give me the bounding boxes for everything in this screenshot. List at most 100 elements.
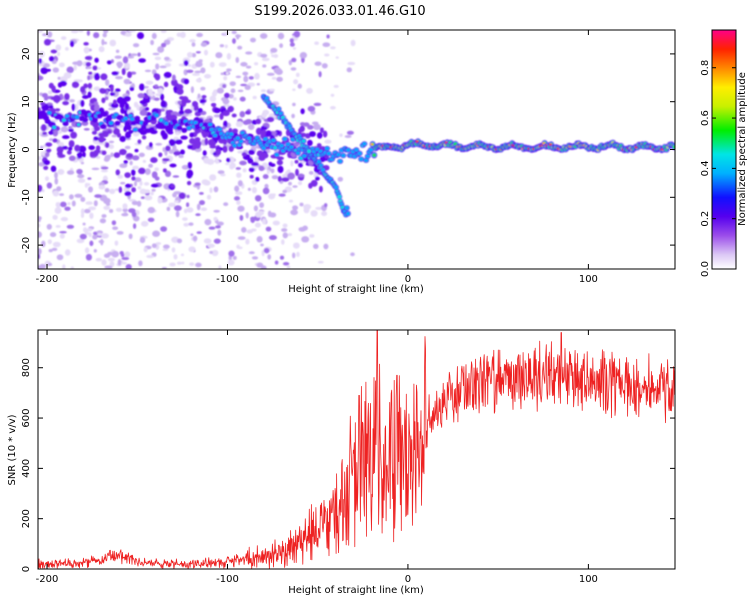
spectrogram-cell (189, 137, 196, 145)
spectrogram-cell (43, 38, 52, 46)
spectrogram-cell (112, 99, 117, 105)
spectrogram-cell (268, 88, 276, 92)
spectrogram-cell (133, 181, 138, 187)
spectrogram-cell (87, 82, 93, 89)
spectrogram-cell (251, 162, 259, 167)
spectrogram-cell (157, 46, 165, 53)
spectrogram-cell (237, 89, 244, 93)
spectrogram-cell (239, 160, 247, 166)
spectrogram-cell (293, 79, 299, 85)
spectrogram-cell (108, 144, 115, 150)
spectrogram-cell (192, 72, 200, 76)
spectrogram-cell (130, 53, 138, 57)
spectrogram-cell (210, 102, 217, 107)
spectrogram-cell (262, 64, 267, 68)
spectrogram-cell (150, 183, 159, 188)
spectrogram-cell (186, 194, 190, 199)
spectrogram-cell (166, 206, 171, 212)
spectrogram-cell (151, 188, 156, 192)
spectrogram-cell (93, 101, 99, 106)
spectrogram-cell (307, 139, 313, 146)
spectrogram-cell (123, 160, 128, 164)
spectrogram-cell (344, 206, 349, 210)
spectrogram-cell (121, 261, 127, 265)
spectrogram-cell (274, 152, 279, 157)
spectrogram-cell (57, 168, 65, 175)
spectrogram-cell (261, 249, 265, 257)
spectrogram-cell (165, 145, 171, 152)
spectrogram-cell (168, 202, 176, 208)
spectrogram-cell (179, 95, 185, 100)
spectrogram-cell (83, 228, 89, 233)
spectrogram-cell (43, 165, 49, 171)
spectrogram-cell (229, 132, 234, 136)
spectrogram-cell (144, 168, 151, 175)
spectrogram-cell (200, 67, 206, 74)
spectrogram-cell (88, 186, 93, 193)
spectrogram-cell (89, 98, 95, 104)
spectrogram-cell (227, 105, 234, 113)
spectrogram-cell (243, 75, 249, 83)
spectrogram-cell (43, 159, 51, 165)
snr-y-tick-label: 400 (21, 459, 32, 478)
spectrogram-cell (178, 154, 184, 159)
spectrogram-cell (290, 160, 294, 167)
spectrogram-cell (269, 163, 276, 167)
spectrogram-cell (261, 113, 267, 118)
spectrogram-cell (51, 247, 58, 252)
spectrogram-cell (346, 211, 350, 216)
spectrogram-cell (38, 254, 41, 260)
spectrogram-cell (282, 232, 288, 239)
spectrogram-cell (138, 152, 145, 158)
spectrogram-cell (242, 168, 247, 173)
spectrogram-cell (316, 132, 323, 139)
spectrogram-cell (64, 93, 70, 101)
spectrogram-cell (184, 108, 193, 114)
spectrogram-cell (88, 145, 96, 151)
spectrogram-cell (265, 226, 272, 232)
spectrogram-cell (39, 145, 44, 150)
spectrogram-cell (101, 130, 109, 138)
spectrogram-cell (173, 151, 182, 156)
spectrogram-cell (70, 131, 78, 139)
spectrogram-cell (235, 121, 243, 128)
spectrogram-cell (160, 108, 165, 112)
spectrogram-cell (335, 56, 339, 59)
spectrogram-cell (255, 176, 260, 182)
spectrogram-cell (183, 60, 189, 66)
spectrogram-cell (350, 252, 355, 257)
spectrogram-cell (169, 184, 175, 188)
spectrogram-cell (104, 188, 110, 193)
spectrogram-cell (295, 168, 299, 177)
spectrogram-cell (195, 142, 201, 150)
snr-x-tick-label: -200 (36, 574, 59, 585)
spectrogram-cell (93, 86, 101, 91)
spectrogram-cell (158, 152, 163, 158)
spectrogram-cell (257, 210, 265, 216)
spectrogram-cell (109, 92, 116, 96)
spectrogram-cell (133, 127, 138, 132)
spectrogram-cell (42, 33, 48, 37)
spectrogram-cell (263, 247, 270, 254)
spectrogram-cell (163, 244, 170, 249)
spectrogram-cell (267, 254, 272, 260)
spectrogram-cell (155, 63, 160, 70)
spectrogram-cell (98, 46, 105, 53)
colorbar-gradient (711, 29, 737, 270)
spectrogram-cell (196, 231, 202, 234)
spectrogram-cell (282, 262, 290, 266)
spectrogram-cell (48, 105, 54, 109)
spectrogram-cell (181, 261, 185, 265)
spectrogram-cell (289, 38, 294, 43)
spectrogram-cell (211, 249, 219, 257)
spectrogram-cell (308, 182, 313, 189)
spectrogram-x-axis-title: Height of straight line (km) (288, 284, 424, 295)
spectrogram-cell (57, 52, 61, 57)
spectrogram-cell (92, 120, 99, 129)
spectrogram-cell (250, 37, 256, 43)
spectrogram-cell (183, 222, 189, 227)
colorbar-tick-label: 0.6 (700, 110, 711, 126)
spectrogram-cell (270, 168, 275, 174)
spectrogram-cell (294, 159, 299, 164)
spectrogram-cell (235, 34, 242, 38)
